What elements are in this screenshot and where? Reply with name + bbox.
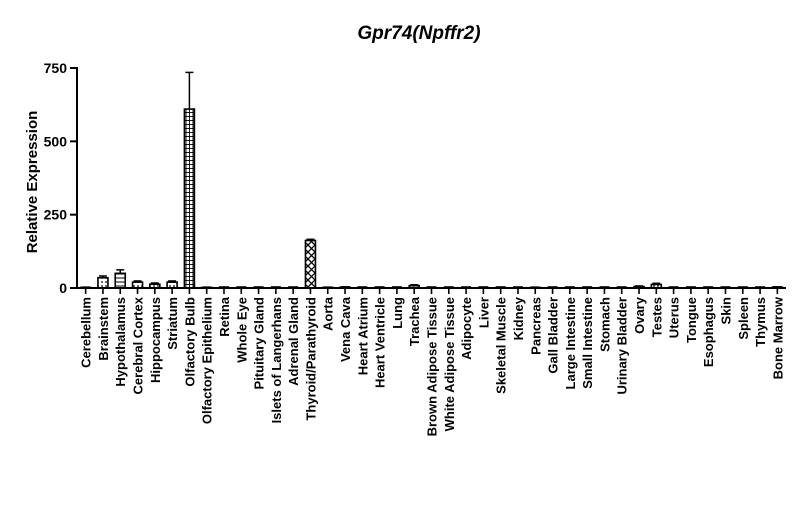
x-tick-label: White Adipose Tissue — [442, 297, 457, 431]
x-tick-label: Lung — [390, 297, 405, 329]
x-tick-label: Ovary — [632, 296, 647, 334]
y-tick-label: 0 — [59, 280, 67, 296]
x-tick-label: Esophagus — [701, 297, 716, 367]
bar-group — [114, 269, 127, 289]
x-tick-label: Pituitary Gland — [252, 297, 267, 390]
x-tick-label: Small Intestine — [580, 297, 595, 389]
x-tick-label: Liver — [476, 297, 491, 328]
chart-title: Gpr74(Npffr2) — [357, 23, 480, 44]
x-tick-label: Stomach — [597, 297, 612, 352]
x-tick-label: Retina — [217, 296, 232, 337]
x-tick-label: Trachea — [407, 296, 422, 346]
x-tick-label: Hypothalamus — [113, 297, 128, 387]
x-tick-label: Testes — [649, 297, 664, 337]
x-tick-label: Adipocyte — [459, 297, 474, 360]
bar — [114, 272, 127, 289]
x-tick-label: Vena Cava — [338, 296, 353, 362]
bar — [97, 276, 109, 289]
bars — [79, 71, 784, 289]
x-tick-label: Aorta — [321, 296, 336, 331]
bar-group — [131, 280, 144, 289]
x-tick-label: Spleen — [736, 297, 751, 340]
x-tick-label: Heart Atrium — [355, 297, 370, 375]
y-axis: 0 250 500 750 — [44, 60, 78, 296]
bar — [304, 239, 317, 289]
x-tick-label: Olfactory Epithelium — [200, 297, 215, 424]
bar-group — [97, 275, 109, 289]
x-tick-label: Uterus — [667, 297, 682, 338]
x-tick-label: Skin — [718, 297, 733, 325]
x-tick-label: Cerebellum — [79, 297, 94, 368]
x-tick-label: Thymus — [753, 297, 768, 347]
bar-group — [183, 71, 196, 289]
bar — [183, 108, 196, 289]
x-tick-label: Tongue — [684, 297, 699, 343]
x-tick-label: Large Intestine — [563, 297, 578, 389]
x-tick-label: Olfactory Bulb — [182, 297, 197, 387]
bar-group — [166, 280, 178, 289]
x-tick-label: Brown Adipose Tissue — [425, 297, 440, 436]
x-tick-label: Heart Ventricle — [373, 297, 388, 388]
x-tick-label: Kidney — [511, 296, 526, 340]
x-tick-label: Bone Marrow — [770, 296, 785, 379]
x-tick-label: Whole Eye — [234, 297, 249, 363]
x-tick-label: Brainstem — [96, 297, 111, 361]
y-tick-label: 750 — [44, 60, 68, 76]
x-tick-label: Striatum — [165, 297, 180, 350]
x-tick-label: Urinary Bladder — [615, 297, 630, 395]
bar-group — [304, 238, 317, 289]
x-tick-label: Cerebral Cortex — [131, 296, 146, 394]
x-tick-label: Thyroid/Parathyroid — [303, 297, 318, 421]
x-tick-label: Hippocampus — [148, 297, 163, 383]
x-tick-label: Gall Bladder — [546, 297, 561, 374]
x-tick-label: Islets of Langerhans — [269, 297, 284, 423]
x-axis — [77, 287, 786, 294]
y-tick-label: 500 — [44, 133, 68, 149]
x-tick-labels: Cerebellum Brainstem Hypothalamus Cerebral … — [79, 296, 786, 436]
x-tick-label: Pancreas — [528, 297, 543, 355]
x-tick-label: Adrenal Gland — [286, 297, 301, 386]
y-tick-label: 250 — [44, 207, 68, 223]
y-axis-label: Relative Expression — [24, 111, 41, 254]
x-tick-label: Skeletal Muscle — [494, 297, 509, 394]
